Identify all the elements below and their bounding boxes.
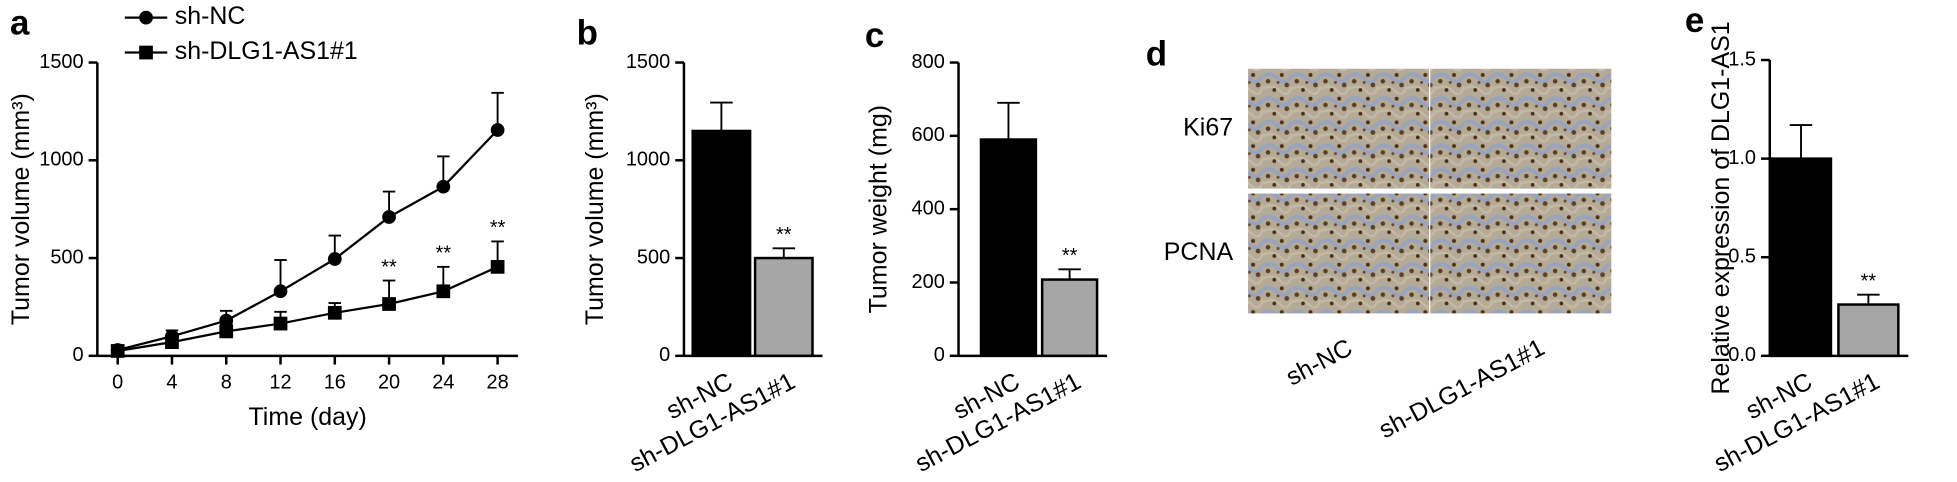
- y-tick-label: 500: [637, 246, 670, 268]
- y-tick-label: 600: [912, 124, 945, 146]
- x-tick-label: 28: [487, 372, 509, 394]
- row-label: PCNA: [1164, 238, 1234, 266]
- bar: [753, 256, 814, 358]
- y-axis-label: Tumor weight (mg): [864, 105, 892, 313]
- point: [165, 335, 179, 350]
- x-tick-label: 8: [221, 372, 232, 394]
- y-tick-label: 1.5: [1728, 48, 1756, 70]
- point: [327, 305, 342, 320]
- significance: **: [1861, 270, 1877, 292]
- x-tick-label: 16: [324, 372, 346, 394]
- y-tick-label: 1000: [626, 149, 670, 171]
- bar: [1769, 157, 1833, 358]
- point: [273, 284, 288, 299]
- y-tick-label: 0.0: [1728, 344, 1756, 366]
- y-tick-label: 400: [912, 197, 945, 219]
- column-label: sh-NC: [1281, 333, 1357, 391]
- legend-label: sh-NC: [175, 2, 246, 30]
- significance: **: [436, 243, 452, 265]
- y-tick-label: 1500: [626, 51, 670, 73]
- point: [436, 284, 451, 299]
- bar: [691, 129, 752, 358]
- significance: **: [381, 256, 397, 278]
- x-tick-label: 24: [432, 372, 454, 394]
- panel-letter: a: [10, 3, 30, 42]
- y-axis-label: Tumor volume (mm³): [7, 93, 35, 325]
- legend-marker: [139, 10, 153, 25]
- y-tick-label: 500: [50, 246, 83, 268]
- panel-letter: c: [865, 16, 884, 55]
- y-tick-label: 800: [912, 51, 945, 73]
- point: [273, 316, 288, 331]
- bar: [1040, 278, 1099, 358]
- y-axis-label: Relative expression of DLG1-AS1: [1707, 21, 1735, 394]
- point: [490, 123, 505, 137]
- bar: [1837, 303, 1900, 358]
- x-tick-label: 0: [112, 372, 123, 394]
- significance: **: [1062, 245, 1078, 267]
- point: [436, 179, 451, 194]
- panel-letter: b: [577, 13, 598, 52]
- y-tick-label: 0: [659, 344, 670, 366]
- row-label: Ki67: [1183, 113, 1233, 141]
- ihc-image: [1430, 193, 1612, 314]
- series-line: [117, 129, 499, 352]
- y-axis-label: Tumor volume (mm³): [581, 93, 609, 325]
- legend-label: sh-DLG1-AS1#1: [175, 37, 358, 65]
- column-label: sh-DLG1-AS1#1: [1374, 333, 1549, 444]
- point: [490, 259, 505, 274]
- panel-letter: d: [1146, 35, 1167, 74]
- bar: [979, 138, 1038, 358]
- x-tick-label: 4: [166, 372, 177, 394]
- point: [110, 344, 125, 358]
- y-tick-label: 0.5: [1728, 245, 1756, 267]
- significance: **: [776, 224, 792, 246]
- legend-marker: [139, 45, 153, 60]
- point: [382, 297, 396, 311]
- series-line: [117, 265, 499, 353]
- ihc-image: [1248, 193, 1430, 314]
- point: [219, 324, 234, 339]
- significance: **: [490, 217, 506, 239]
- y-tick-label: 1500: [39, 51, 83, 73]
- x-tick-label: 12: [269, 372, 291, 394]
- ihc-image: [1248, 68, 1430, 189]
- x-axis-label: Time (day): [248, 403, 366, 431]
- point: [382, 210, 396, 224]
- y-tick-label: 1000: [39, 149, 83, 171]
- point: [327, 252, 342, 266]
- panel-letter: e: [1685, 1, 1704, 40]
- y-tick-label: 0: [73, 344, 84, 366]
- y-tick-label: 0: [934, 344, 945, 366]
- y-tick-label: 200: [912, 271, 945, 293]
- y-tick-label: 1.0: [1728, 147, 1756, 169]
- x-tick-label: 20: [378, 372, 400, 394]
- ihc-image: [1430, 68, 1612, 189]
